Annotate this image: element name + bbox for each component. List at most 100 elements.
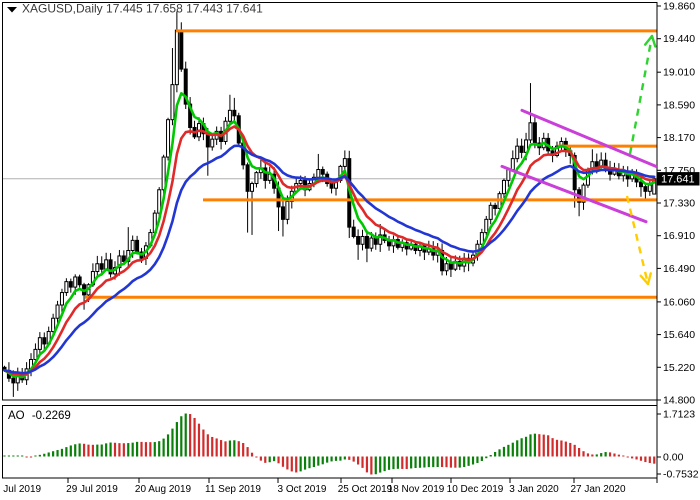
candle-up[interactable]	[479, 232, 484, 245]
time-axis-label: 5 Jul 2019	[0, 484, 42, 495]
symbol-dropdown-icon[interactable]	[7, 7, 17, 13]
ao-bar-up	[184, 413, 187, 457]
ao-bar-down	[193, 417, 196, 457]
candle-up[interactable]	[104, 259, 109, 270]
ao-bar-down	[440, 456, 444, 468]
candle-up[interactable]	[37, 337, 42, 350]
candle-down[interactable]	[493, 204, 498, 209]
support-resistance-levels[interactable]	[85, 29, 657, 299]
candle-up[interactable]	[647, 184, 652, 192]
candle-down[interactable]	[351, 226, 356, 237]
candle-up[interactable]	[95, 263, 100, 273]
candle-down[interactable]	[11, 377, 16, 384]
channel-lower[interactable]	[500, 164, 648, 224]
candle-up[interactable]	[210, 138, 215, 148]
candle-down[interactable]	[373, 237, 378, 245]
candle-up[interactable]	[444, 263, 449, 272]
candle-down[interactable]	[183, 68, 188, 105]
candle-down[interactable]	[356, 235, 361, 245]
candle-up[interactable]	[360, 235, 365, 245]
scenario-arrows[interactable]	[625, 34, 657, 286]
candle-up[interactable]	[581, 184, 586, 203]
candle-down[interactable]	[179, 29, 184, 70]
ao-bar-down	[578, 447, 581, 457]
candle-down[interactable]	[532, 122, 537, 144]
candle-up[interactable]	[254, 172, 259, 185]
candle-down[interactable]	[68, 281, 73, 288]
candle-down[interactable]	[263, 167, 268, 181]
candle-down[interactable]	[431, 248, 436, 256]
candle-up[interactable]	[298, 179, 303, 185]
candle-up[interactable]	[166, 119, 171, 158]
ao-bar-up	[379, 456, 382, 473]
candle-up[interactable]	[33, 348, 38, 361]
candle-up[interactable]	[501, 179, 506, 195]
ao-bar-up	[16, 455, 19, 457]
candle-up[interactable]	[369, 237, 374, 249]
candle-up[interactable]	[227, 109, 232, 122]
candle-up[interactable]	[174, 29, 179, 86]
candle-up[interactable]	[64, 281, 69, 294]
candle-down[interactable]	[280, 206, 285, 220]
candle-up[interactable]	[117, 255, 122, 269]
candle-down[interactable]	[205, 133, 210, 148]
candle-down[interactable]	[519, 145, 524, 153]
ao-bar-up	[127, 443, 130, 457]
moving-averages-layer[interactable]	[3, 92, 656, 379]
candle-up[interactable]	[316, 169, 321, 178]
candle-up[interactable]	[55, 304, 60, 319]
candle-down[interactable]	[245, 164, 250, 192]
trend-channel[interactable]	[500, 108, 657, 224]
candle-down[interactable]	[108, 259, 113, 275]
candle-down[interactable]	[77, 276, 82, 286]
candle-down[interactable]	[448, 263, 453, 270]
candle-up[interactable]	[161, 156, 166, 191]
candle-down[interactable]	[320, 169, 325, 175]
candle-up[interactable]	[51, 317, 56, 332]
bearish-scenario-arrow[interactable]	[625, 195, 650, 285]
ao-bar-up	[175, 422, 178, 457]
candle-up[interactable]	[488, 204, 493, 220]
candle-down[interactable]	[572, 155, 577, 191]
time-axis[interactable]: 5 Jul 2019 29 Jul 2019 20 Aug 2019 11 Sep 2…	[0, 478, 626, 496]
price-axis[interactable]: 19.86019.44019.01018.59018.17017.75017.3…	[657, 1, 695, 407]
candle-up[interactable]	[130, 239, 135, 251]
candle-down[interactable]	[638, 181, 643, 188]
ao-axis-label: 1.7123	[663, 409, 695, 421]
candle-up[interactable]	[506, 169, 511, 181]
candle-down[interactable]	[42, 337, 47, 345]
candle-up[interactable]	[342, 158, 347, 167]
candle-up[interactable]	[515, 145, 520, 160]
candle-down[interactable]	[329, 183, 334, 189]
candle-up[interactable]	[528, 122, 533, 141]
indicator-panel[interactable]	[2, 405, 658, 479]
candle-down[interactable]	[135, 239, 140, 253]
candle-up[interactable]	[555, 145, 559, 157]
candle-up[interactable]	[484, 218, 489, 234]
candle-down[interactable]	[643, 186, 648, 192]
candle-down[interactable]	[99, 263, 104, 270]
candle-up[interactable]	[157, 189, 162, 214]
ao-bar-down	[551, 438, 554, 457]
ao-bar-up	[321, 456, 324, 465]
candle-down[interactable]	[121, 255, 126, 262]
candle-down[interactable]	[232, 109, 237, 117]
candle-down[interactable]	[594, 161, 599, 167]
candle-up[interactable]	[170, 84, 175, 121]
ao-axis[interactable]: 1.7123 0.00 -0.7532	[657, 409, 699, 481]
candle-up[interactable]	[378, 234, 383, 245]
candle-up[interactable]	[59, 292, 64, 306]
candle-up[interactable]	[510, 158, 515, 171]
candle-up[interactable]	[250, 183, 255, 192]
price-axis-label: 15.640	[663, 329, 695, 341]
ma-slow-line[interactable]	[3, 144, 656, 375]
candle-down[interactable]	[364, 235, 369, 249]
channel-upper[interactable]	[520, 108, 657, 168]
candle-up[interactable]	[73, 276, 78, 288]
ao-bar-down	[626, 456, 629, 458]
ma-medium-line[interactable]	[3, 125, 656, 377]
candle-up[interactable]	[285, 200, 290, 220]
ao-bar-up	[273, 456, 276, 462]
